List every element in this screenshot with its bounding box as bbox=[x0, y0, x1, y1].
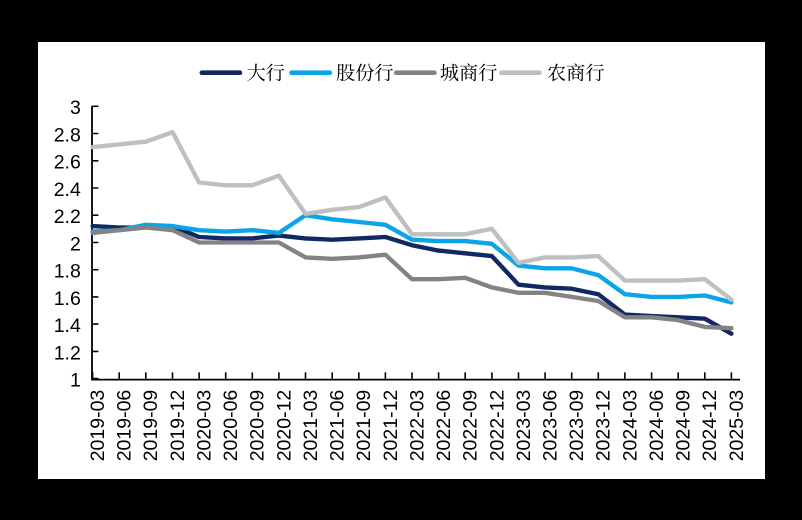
svg-text:3: 3 bbox=[70, 97, 81, 119]
svg-text:2023-03: 2023-03 bbox=[513, 390, 535, 462]
svg-text:1.2: 1.2 bbox=[54, 342, 81, 364]
svg-text:2.4: 2.4 bbox=[54, 179, 81, 201]
svg-text:2020-09: 2020-09 bbox=[247, 390, 269, 462]
svg-text:2021-03: 2021-03 bbox=[300, 390, 322, 462]
svg-text:2020-03: 2020-03 bbox=[194, 390, 216, 462]
svg-text:2022-09: 2022-09 bbox=[460, 390, 482, 462]
svg-text:2025-03: 2025-03 bbox=[726, 390, 748, 462]
svg-text:1: 1 bbox=[70, 370, 81, 392]
svg-text:2019-06: 2019-06 bbox=[114, 390, 136, 462]
svg-text:1.4: 1.4 bbox=[54, 315, 81, 337]
svg-text:2021-12: 2021-12 bbox=[380, 390, 402, 462]
svg-text:2023-09: 2023-09 bbox=[566, 390, 588, 462]
svg-text:2022-03: 2022-03 bbox=[406, 390, 428, 462]
svg-text:2019-09: 2019-09 bbox=[140, 390, 162, 462]
svg-text:2022-06: 2022-06 bbox=[433, 390, 455, 462]
svg-text:2024-03: 2024-03 bbox=[619, 390, 641, 462]
svg-text:2019-03: 2019-03 bbox=[87, 390, 109, 462]
svg-text:2021-09: 2021-09 bbox=[353, 390, 375, 462]
svg-text:2: 2 bbox=[70, 233, 81, 255]
svg-text:2.8: 2.8 bbox=[54, 125, 81, 147]
svg-text:2.2: 2.2 bbox=[54, 206, 81, 228]
svg-text:2020-12: 2020-12 bbox=[273, 390, 295, 462]
svg-text:2.6: 2.6 bbox=[54, 152, 81, 174]
svg-text:2023-06: 2023-06 bbox=[540, 390, 562, 462]
svg-text:2021-06: 2021-06 bbox=[327, 390, 349, 462]
svg-text:2023-12: 2023-12 bbox=[593, 390, 615, 462]
svg-text:2022-12: 2022-12 bbox=[486, 390, 508, 462]
svg-text:2019-12: 2019-12 bbox=[167, 390, 189, 462]
svg-text:2024-12: 2024-12 bbox=[699, 390, 721, 462]
svg-text:2024-09: 2024-09 bbox=[673, 390, 695, 462]
svg-text:1.8: 1.8 bbox=[54, 261, 81, 283]
svg-text:2020-06: 2020-06 bbox=[220, 390, 242, 462]
svg-text:1.6: 1.6 bbox=[54, 288, 81, 310]
svg-text:2024-06: 2024-06 bbox=[646, 390, 668, 462]
